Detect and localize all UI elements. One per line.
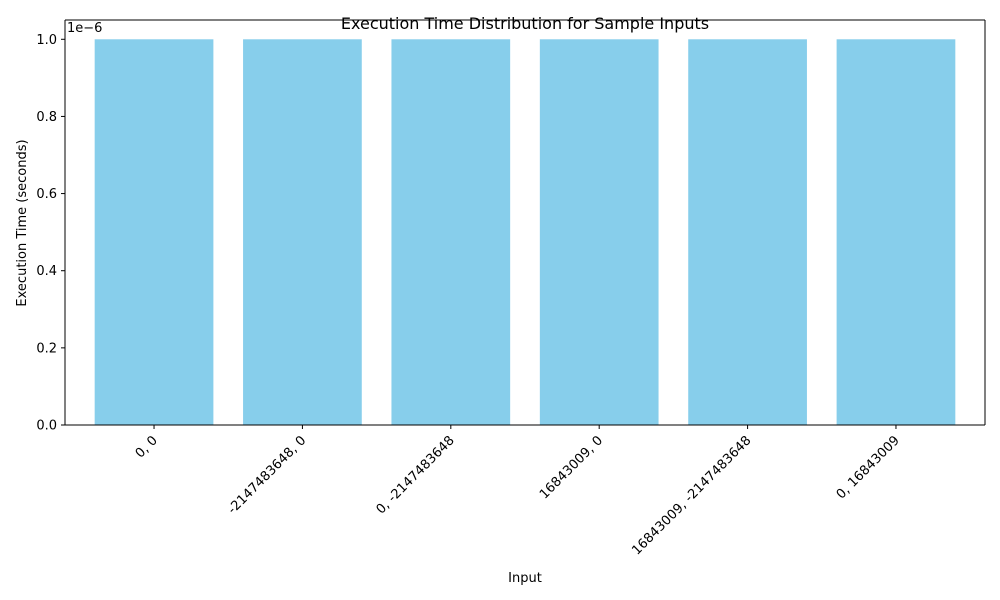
bar-5: [836, 39, 956, 425]
x-tick-label: 16843009, 0: [537, 433, 606, 502]
chart-title: Execution Time Distribution for Sample I…: [341, 14, 709, 33]
bar-3: [539, 39, 659, 425]
x-tick-label: 16843009, -2147483648: [629, 433, 754, 558]
x-axis-label: Input: [508, 571, 542, 586]
y-offset-label: 1e−6: [67, 21, 102, 36]
axes-frame: [64, 19, 986, 426]
y-axis-ticks: 0.0 0.2 0.4 0.6 0.8 1.0: [36, 33, 65, 434]
plot-area: [65, 20, 985, 425]
bars-group: [94, 39, 956, 425]
x-axis-ticks: 0, 0 -2147483648, 0 0, -2147483648 16843009…: [133, 425, 903, 558]
y-tick-label: 0.4: [36, 264, 57, 279]
bar-0: [94, 39, 214, 425]
bar-2: [391, 39, 511, 425]
x-tick-label: 0, 0: [133, 433, 161, 461]
y-tick-label: 0.8: [36, 110, 57, 125]
y-tick-label: 0.2: [36, 341, 57, 356]
y-tick-label: 0.6: [36, 187, 57, 202]
x-tick-label: 0, 16843009: [834, 433, 903, 502]
y-tick-label: 1.0: [36, 33, 57, 48]
x-tick-label: -2147483648, 0: [225, 433, 309, 517]
y-tick-label: 0.0: [36, 419, 57, 434]
x-tick-label: 0, -2147483648: [374, 433, 458, 517]
bar-1: [243, 39, 362, 425]
y-axis-label: Execution Time (seconds): [15, 139, 30, 306]
bar-4: [688, 39, 807, 425]
